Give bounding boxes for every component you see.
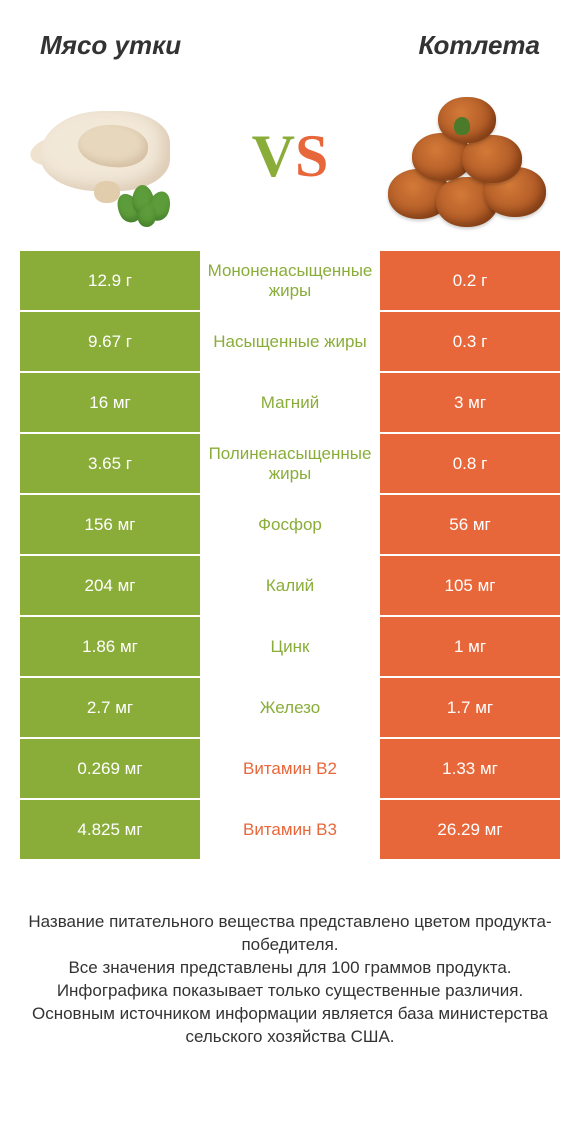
nutrient-label: Магний bbox=[200, 373, 380, 432]
nutrient-label: Насыщенные жиры bbox=[200, 312, 380, 371]
value-left: 4.825 мг bbox=[20, 800, 200, 859]
value-right: 0.8 г bbox=[380, 434, 560, 493]
vs-s: S bbox=[295, 123, 328, 189]
nutrient-label: Калий bbox=[200, 556, 380, 615]
value-left: 204 мг bbox=[20, 556, 200, 615]
cutlet-illustration bbox=[380, 81, 550, 231]
footer-line: Инфографика показывает только существенн… bbox=[28, 980, 552, 1003]
nutrient-label: Фосфор bbox=[200, 495, 380, 554]
nutrient-label: Полиненасыщенные жиры bbox=[200, 434, 380, 493]
value-right: 3 мг bbox=[380, 373, 560, 432]
value-left: 16 мг bbox=[20, 373, 200, 432]
table-row: 0.269 мгВитамин B21.33 мг bbox=[20, 739, 560, 800]
table-row: 4.825 мгВитамин B326.29 мг bbox=[20, 800, 560, 861]
table-row: 9.67 гНасыщенные жиры0.3 г bbox=[20, 312, 560, 373]
value-right: 1.33 мг bbox=[380, 739, 560, 798]
value-left: 1.86 мг bbox=[20, 617, 200, 676]
value-right: 0.2 г bbox=[380, 251, 560, 310]
title-right: Котлета bbox=[418, 30, 540, 61]
title-left: Мясо утки bbox=[40, 30, 181, 61]
table-row: 2.7 мгЖелезо1.7 мг bbox=[20, 678, 560, 739]
header: Мясо утки Котлета bbox=[0, 0, 580, 71]
nutrient-label: Железо bbox=[200, 678, 380, 737]
nutrient-label: Цинк bbox=[200, 617, 380, 676]
table-row: 3.65 гПолиненасыщенные жиры0.8 г bbox=[20, 434, 560, 495]
vs-v: V bbox=[252, 123, 295, 189]
nutrient-label: Витамин B3 bbox=[200, 800, 380, 859]
mint-icon bbox=[118, 185, 178, 229]
footer-line: Основным источником информации является … bbox=[28, 1003, 552, 1049]
value-right: 1 мг bbox=[380, 617, 560, 676]
nutrient-label: Мононенасыщенные жиры bbox=[200, 251, 380, 310]
value-left: 0.269 мг bbox=[20, 739, 200, 798]
comparison-table: 12.9 гМононенасыщенные жиры0.2 г9.67 гНа… bbox=[0, 251, 580, 861]
value-right: 1.7 мг bbox=[380, 678, 560, 737]
value-left: 12.9 г bbox=[20, 251, 200, 310]
vs-label: VS bbox=[252, 122, 329, 191]
footer-line: Название питательного вещества представл… bbox=[28, 911, 552, 957]
value-right: 26.29 мг bbox=[380, 800, 560, 859]
value-right: 0.3 г bbox=[380, 312, 560, 371]
table-row: 16 мгМагний3 мг bbox=[20, 373, 560, 434]
value-left: 3.65 г bbox=[20, 434, 200, 493]
table-row: 156 мгФосфор56 мг bbox=[20, 495, 560, 556]
value-left: 2.7 мг bbox=[20, 678, 200, 737]
duck-illustration bbox=[30, 81, 200, 231]
footer-notes: Название питательного вещества представл… bbox=[0, 861, 580, 1049]
table-row: 204 мгКалий105 мг bbox=[20, 556, 560, 617]
hero-row: VS bbox=[0, 71, 580, 251]
value-right: 105 мг bbox=[380, 556, 560, 615]
footer-line: Все значения представлены для 100 граммо… bbox=[28, 957, 552, 980]
garnish-icon bbox=[454, 117, 470, 135]
value-right: 56 мг bbox=[380, 495, 560, 554]
table-row: 1.86 мгЦинк1 мг bbox=[20, 617, 560, 678]
value-left: 156 мг bbox=[20, 495, 200, 554]
nutrient-label: Витамин B2 bbox=[200, 739, 380, 798]
value-left: 9.67 г bbox=[20, 312, 200, 371]
table-row: 12.9 гМононенасыщенные жиры0.2 г bbox=[20, 251, 560, 312]
